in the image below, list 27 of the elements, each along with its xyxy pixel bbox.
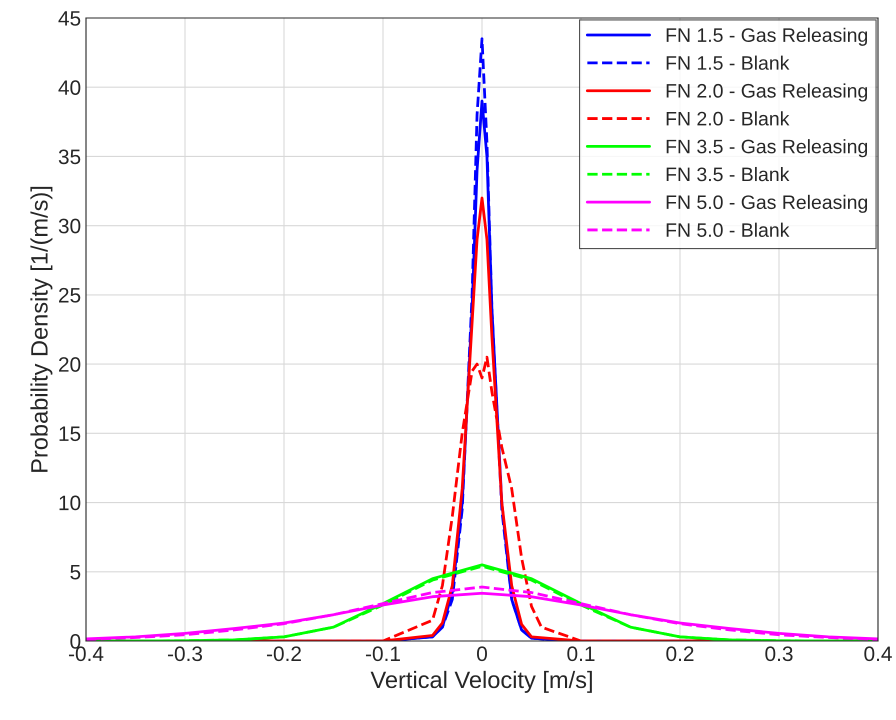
y-tick-label: 25 xyxy=(59,288,80,303)
y-tick-label: 35 xyxy=(58,149,80,164)
y-tick-label: 10 xyxy=(60,496,80,510)
y-tick-label: 40 xyxy=(58,80,80,95)
x-tick-label: 0.1 xyxy=(567,646,594,662)
x-tick-label: -0.2 xyxy=(266,646,301,662)
y-axis-title: Probability Density [1/(m/s)] xyxy=(30,186,52,472)
x-tick-label: 0.4 xyxy=(864,646,892,662)
x-tick-label: 0.2 xyxy=(666,646,694,662)
legend-label: FN 2.0 - Blank xyxy=(666,111,790,126)
y-tick-label: 20 xyxy=(59,357,80,372)
x-tick-label: -0.3 xyxy=(168,646,202,662)
x-axis-title: Vertical Velocity [m/s] xyxy=(370,670,592,693)
legend-label: FN 5.0 - Blank xyxy=(666,222,790,237)
y-tick-label: 15 xyxy=(60,426,80,442)
legend-label: FN 3.5 - Gas Releasing xyxy=(666,139,868,158)
x-tick-label: 0 xyxy=(477,646,487,662)
legend-label: FN 3.5 - Blank xyxy=(666,166,790,182)
legend-label: FN 5.0 - Gas Releasing xyxy=(666,194,868,213)
legend-label: FN 2.0 - Gas Releasing xyxy=(666,83,868,102)
x-tick-label: -0.1 xyxy=(366,646,400,662)
legend-label: FN 1.5 - Gas Releasing xyxy=(666,28,868,46)
y-tick-label: 5 xyxy=(70,564,80,580)
y-tick-label: 45 xyxy=(58,11,80,26)
legend-label: FN 1.5 - Blank xyxy=(666,56,790,70)
y-tick-label: 30 xyxy=(58,218,80,234)
x-tick-label: 0.3 xyxy=(765,646,793,662)
